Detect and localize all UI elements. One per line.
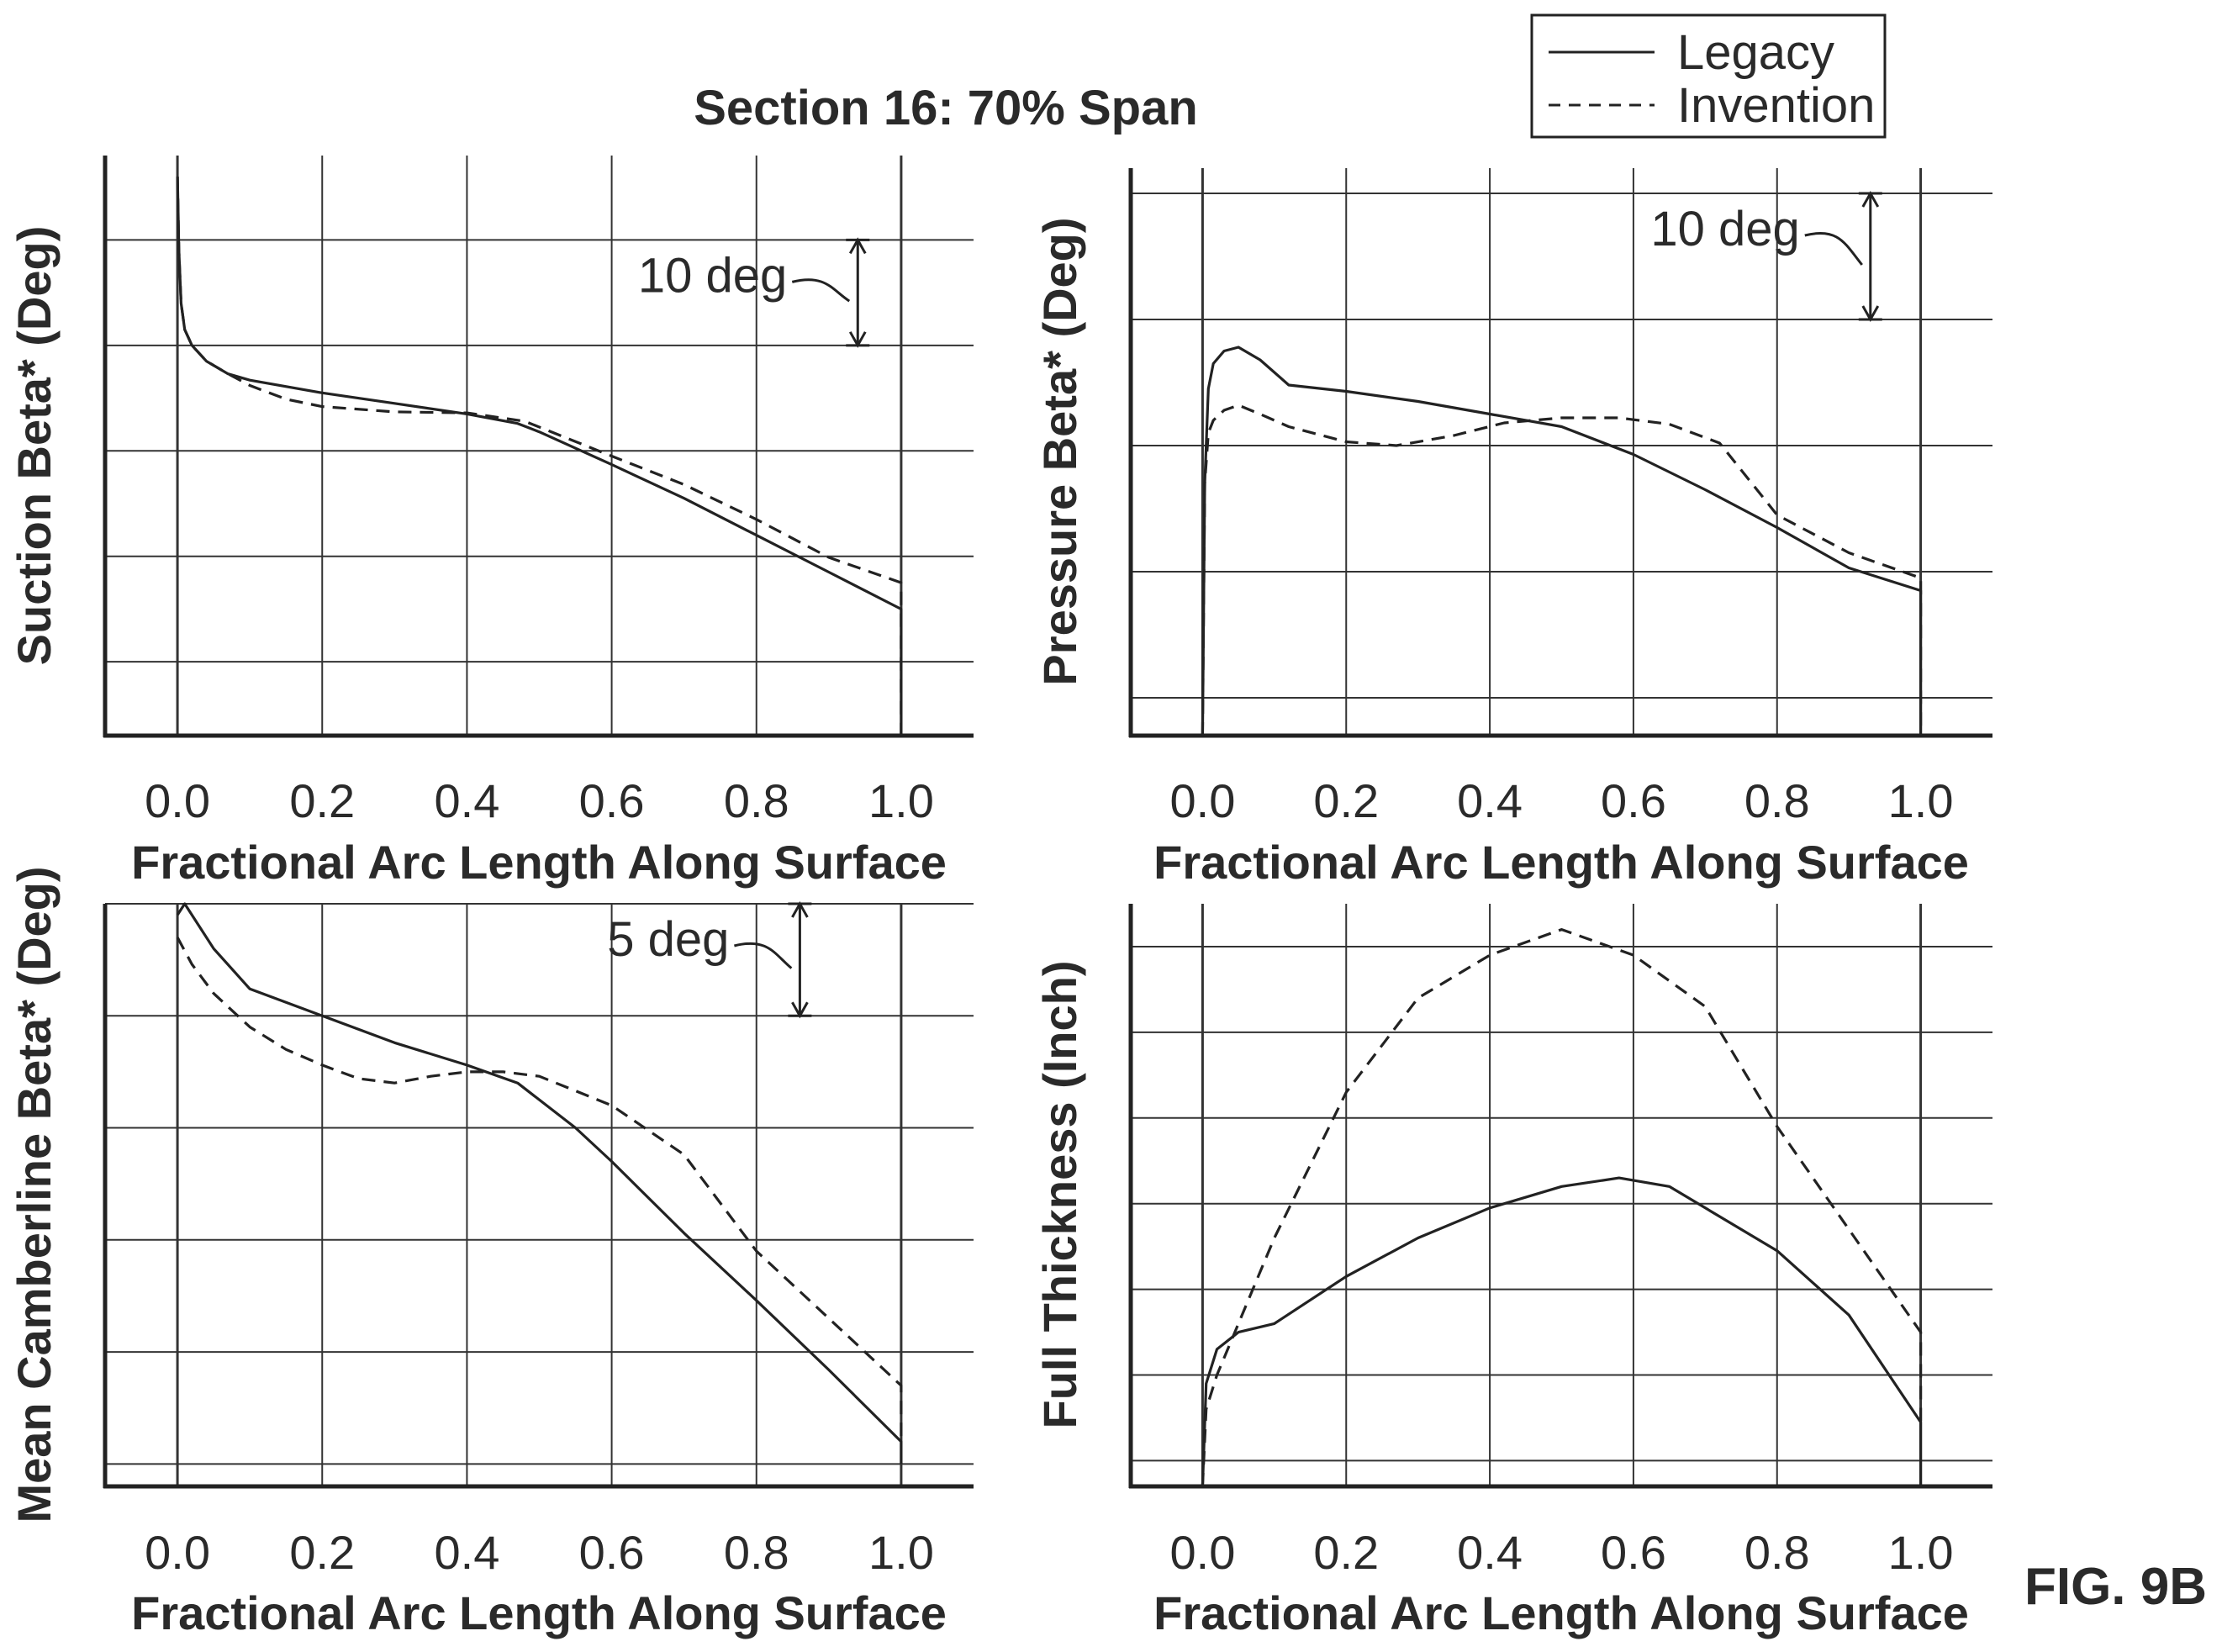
scale-bar-label: 5 deg [607,912,729,967]
chart-mean-camberline-beta: 0.0 0.2 0.4 0.6 0.8 1.0 5 deg Fractional Arc Le… [8,866,974,1639]
series-line-invention [176,177,903,736]
series-line-legacy [1201,346,1923,736]
x-tick-label: 0.4 [434,774,499,827]
y-axis-label: Pressure Beta* (Deg) [1033,217,1086,685]
x-tick-label: 1.0 [1888,774,1954,827]
x-tick-label: 0.4 [434,1526,499,1579]
series-line-legacy [176,177,903,736]
x-tick-label: 0.2 [1313,774,1379,827]
x-tick-label: 0.8 [724,1526,789,1579]
figure-title: Section 16: 70% Span [694,81,1198,135]
x-tick-label: 1.0 [868,774,934,827]
series-line-invention [176,937,903,1442]
scale-bar-leader [734,942,793,969]
x-tick-label: 0.0 [1169,774,1235,827]
chart-full-thickness: 0.0 0.2 0.4 0.6 0.8 1.0 Fractional Arc Length … [1033,904,1992,1639]
legend: Legacy Invention [1530,13,1887,139]
x-axis-label: Fractional Arc Length Along Surface [1153,836,1969,889]
x-tick-label: 0.2 [1313,1526,1379,1579]
x-axis-label: Fractional Arc Length Along Surface [131,836,947,889]
y-axis-label: Full Thickness (Inch) [1033,961,1086,1429]
x-tick-label: 1.0 [1888,1526,1954,1579]
x-tick-label: 0.2 [289,1526,355,1579]
x-tick-label: 0.2 [289,774,355,827]
x-tick-label: 0.8 [724,774,789,827]
figure-label: FIG. 9B [2024,1558,2207,1616]
legend-box [1530,13,1887,139]
series-line-legacy [176,902,903,1465]
series-line-invention [1201,404,1923,736]
legend-label-invention: Invention [1677,78,1875,133]
x-tick-label: 0.8 [1744,1526,1810,1579]
x-tick-label: 0.6 [1601,774,1666,827]
series-line-legacy [1201,1176,1923,1487]
x-tick-label: 0.6 [1601,1526,1666,1579]
x-tick-label: 1.0 [868,1526,934,1579]
chart-suction-beta: 0.0 0.2 0.4 0.6 0.8 1.0 10 deg Fractional Arc L… [8,156,974,889]
x-tick-label: 0.0 [145,774,210,827]
x-tick-label: 0.6 [579,774,645,827]
y-axis-label: Mean Camberline Beta* (Deg) [8,866,61,1523]
x-axis-label: Fractional Arc Length Along Surface [131,1586,947,1639]
chart-pressure-beta: 0.0 0.2 0.4 0.6 0.8 1.0 10 deg Fractional Arc L… [1033,168,1992,889]
x-tick-label: 0.8 [1744,774,1810,827]
scale-bar-leader [791,278,851,303]
scale-bar-label: 10 deg [638,248,787,303]
x-axis-label: Fractional Arc Length Along Surface [1153,1586,1969,1639]
y-axis-label: Suction Beta* (Deg) [8,226,61,666]
x-tick-label: 0.4 [1457,774,1523,827]
x-tick-label: 0.4 [1457,1526,1523,1579]
legend-label-legacy: Legacy [1677,25,1834,80]
x-tick-label: 0.0 [145,1526,210,1579]
x-tick-label: 0.6 [579,1526,645,1579]
series-line-invention [1201,928,1923,1487]
scale-bar-label: 10 deg [1650,202,1799,256]
x-tick-label: 0.0 [1169,1526,1235,1579]
scale-bar-leader [1804,231,1863,266]
